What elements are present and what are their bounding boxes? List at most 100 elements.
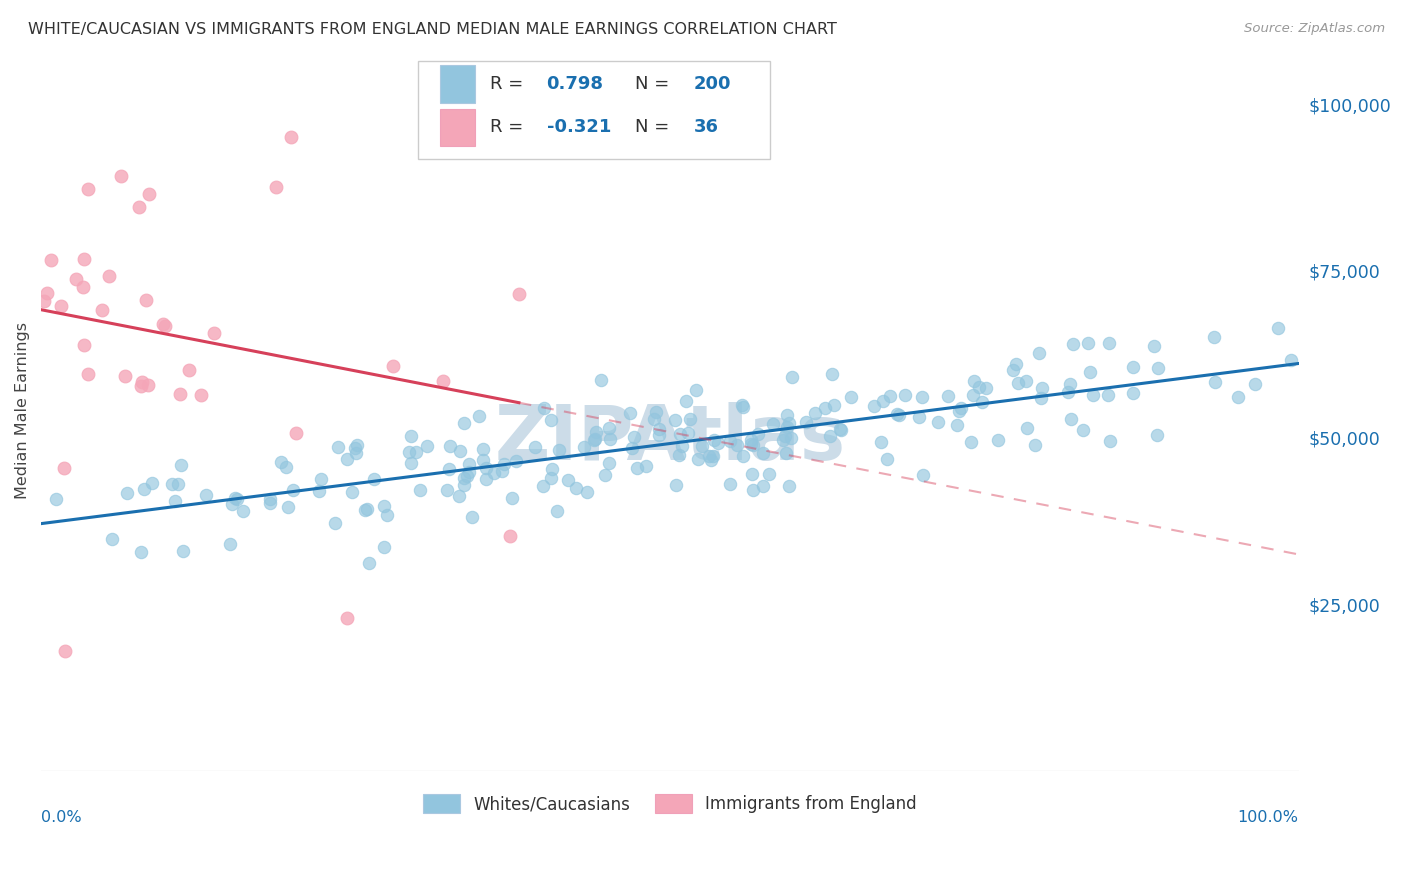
Point bbox=[501, 491, 523, 505]
Point bbox=[194, 488, 217, 502]
Point bbox=[449, 443, 471, 458]
Bar bbox=[440, 65, 475, 103]
Point bbox=[336, 451, 359, 466]
Point bbox=[129, 379, 152, 393]
Point bbox=[967, 380, 990, 394]
Point bbox=[546, 504, 568, 518]
Point bbox=[323, 516, 346, 531]
Point bbox=[725, 437, 748, 451]
Point bbox=[202, 326, 225, 341]
Point bbox=[453, 470, 475, 484]
Point bbox=[474, 461, 496, 475]
Point bbox=[1202, 330, 1225, 344]
Point bbox=[453, 416, 475, 430]
Point bbox=[432, 374, 454, 388]
Point bbox=[110, 169, 132, 184]
Point bbox=[533, 401, 555, 416]
Point bbox=[780, 370, 803, 384]
Point bbox=[1024, 437, 1046, 451]
Point bbox=[697, 450, 720, 464]
Point bbox=[373, 499, 395, 513]
Point bbox=[482, 466, 505, 480]
Text: 0.0%: 0.0% bbox=[41, 810, 82, 825]
Point bbox=[336, 611, 359, 625]
Point bbox=[264, 179, 287, 194]
Point bbox=[399, 457, 422, 471]
Point bbox=[548, 442, 571, 457]
Text: WHITE/CAUCASIAN VS IMMIGRANTS FROM ENGLAND MEDIAN MALE EARNINGS CORRELATION CHAR: WHITE/CAUCASIAN VS IMMIGRANTS FROM ENGLA… bbox=[28, 22, 837, 37]
Point bbox=[886, 407, 908, 421]
Point bbox=[700, 453, 723, 467]
Text: N =: N = bbox=[634, 119, 675, 136]
Point bbox=[688, 452, 710, 467]
Point bbox=[453, 478, 475, 492]
Text: R =: R = bbox=[491, 75, 529, 93]
Point bbox=[671, 439, 693, 453]
Point bbox=[911, 467, 934, 482]
Point bbox=[72, 280, 94, 294]
Point bbox=[1146, 427, 1168, 442]
Point bbox=[342, 485, 364, 500]
Text: N =: N = bbox=[634, 75, 675, 93]
Point bbox=[585, 425, 607, 439]
Point bbox=[557, 474, 579, 488]
Point bbox=[780, 431, 803, 445]
Point bbox=[270, 455, 292, 469]
Point bbox=[382, 359, 405, 373]
Point bbox=[803, 406, 825, 420]
Text: R =: R = bbox=[491, 119, 529, 136]
Point bbox=[153, 318, 176, 333]
Point bbox=[472, 453, 495, 467]
Point bbox=[1146, 361, 1168, 376]
Point bbox=[1122, 385, 1144, 400]
Point bbox=[863, 400, 886, 414]
Point bbox=[531, 479, 554, 493]
Point bbox=[259, 496, 281, 510]
Point bbox=[259, 491, 281, 506]
Point bbox=[949, 401, 972, 416]
Point bbox=[280, 130, 302, 145]
Point bbox=[492, 457, 515, 471]
Point bbox=[623, 430, 645, 444]
Point bbox=[353, 503, 375, 517]
Point bbox=[752, 446, 775, 460]
Point bbox=[565, 481, 588, 495]
Point bbox=[1226, 390, 1249, 404]
Point bbox=[409, 483, 432, 498]
Point bbox=[39, 253, 62, 268]
Point bbox=[458, 465, 481, 479]
Point bbox=[274, 460, 297, 475]
Point bbox=[741, 438, 763, 452]
Point bbox=[141, 475, 163, 490]
Point bbox=[1073, 424, 1095, 438]
Point bbox=[1004, 357, 1026, 371]
Point bbox=[776, 408, 799, 422]
Point bbox=[1015, 374, 1038, 388]
Point bbox=[751, 479, 773, 493]
Point bbox=[311, 472, 333, 486]
Point bbox=[491, 464, 513, 478]
Point bbox=[948, 404, 970, 418]
Point bbox=[794, 416, 817, 430]
Point bbox=[1081, 388, 1104, 402]
Point bbox=[664, 413, 686, 427]
Point bbox=[77, 182, 100, 196]
Point bbox=[90, 302, 112, 317]
Point bbox=[814, 401, 837, 415]
Point bbox=[823, 398, 845, 412]
Point bbox=[1059, 377, 1081, 392]
Point bbox=[346, 438, 368, 452]
Point bbox=[582, 433, 605, 447]
Point bbox=[589, 373, 612, 387]
Point bbox=[114, 368, 136, 383]
Point bbox=[439, 439, 461, 453]
Point bbox=[328, 441, 350, 455]
Text: ZIPAtlas: ZIPAtlas bbox=[494, 402, 845, 476]
Text: 200: 200 bbox=[693, 75, 731, 93]
Point bbox=[541, 461, 564, 475]
Point bbox=[166, 477, 188, 491]
Point bbox=[576, 485, 599, 500]
Point bbox=[676, 425, 699, 440]
Point bbox=[731, 400, 754, 414]
Text: -0.321: -0.321 bbox=[547, 119, 612, 136]
